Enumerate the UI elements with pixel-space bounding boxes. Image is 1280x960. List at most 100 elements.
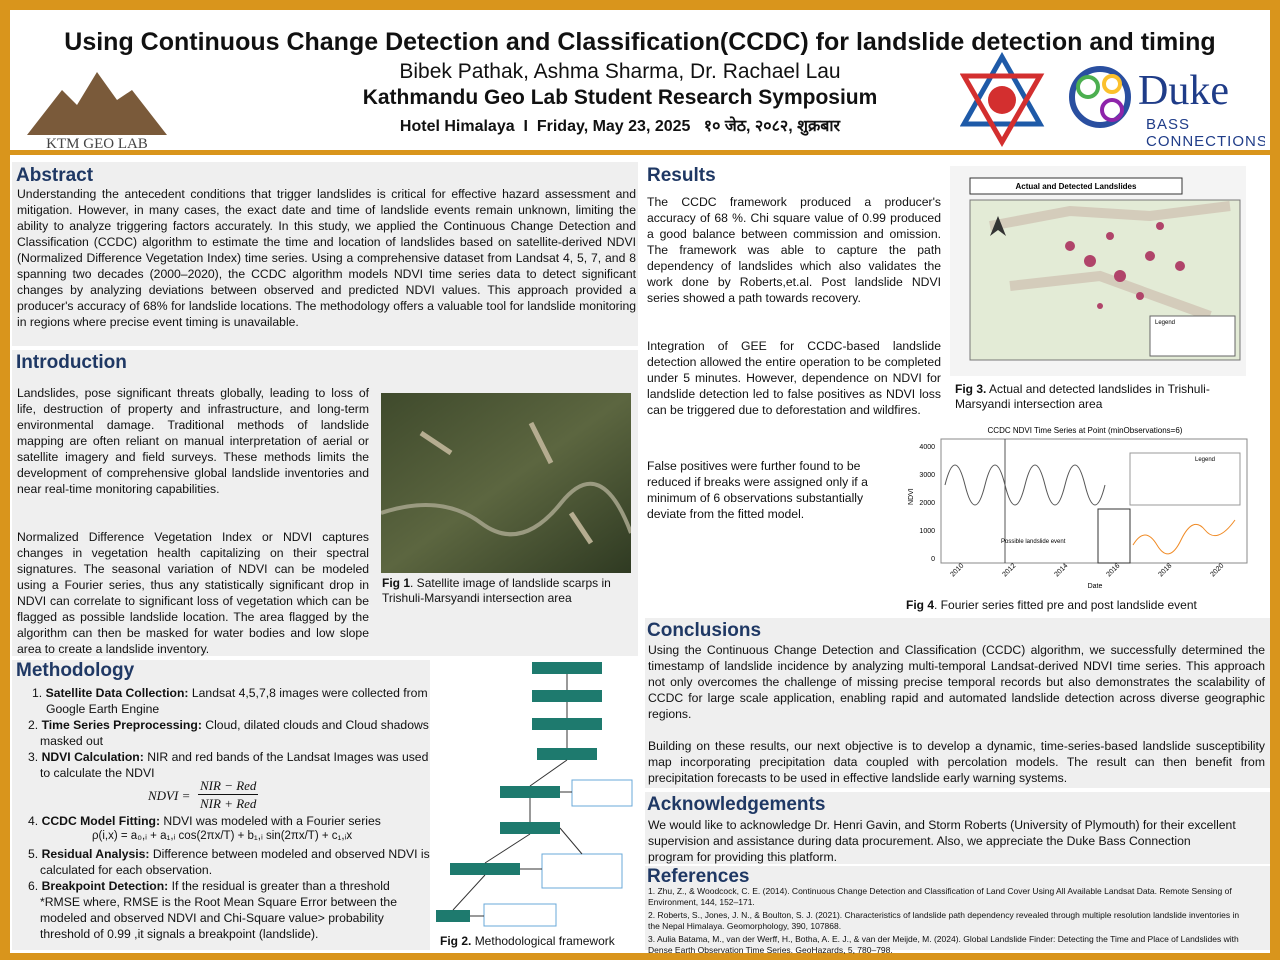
connections: CONNECTIONS (1146, 133, 1265, 150)
legend-box (1149, 315, 1236, 357)
lhs: NDVI = (148, 788, 191, 803)
box (537, 748, 597, 760)
venue-line: Hotel Himalaya I Friday, May 23, 2025 १०… (10, 114, 1270, 136)
method-item: 4. CCDC Model Fitting: NDVI was modeled … (28, 813, 433, 829)
timeseries-figure: CCDC NDVI Time Series at Point (minObser… (905, 425, 1250, 593)
method-item: 3. NDVI Calculation: NIR and red bands o… (28, 749, 433, 781)
paragraph: The CCDC framework produced a producer's… (647, 195, 941, 305)
figure-label: Fig 2. (440, 934, 472, 948)
paragraph: False positives were further found to be… (647, 459, 868, 521)
model-equation: ρ(i,x) = a₀,ᵢ + a₁,ᵢ cos(2πx/T) + b₁,ᵢ s… (92, 830, 353, 842)
note (483, 903, 557, 927)
caption-text: Methodological framework (474, 934, 615, 948)
heading: Conclusions (647, 620, 762, 641)
flowchart (436, 662, 633, 927)
heading: References (647, 866, 750, 887)
legend-box (1129, 452, 1241, 506)
text: NDVI was modeled with a Fourier series (163, 814, 381, 828)
bass: BASS (1146, 116, 1190, 133)
reference-list: 1. Zhu, Z., & Woodcock, C. E. (2014). Co… (648, 886, 1248, 958)
authors: Bibek Pathak, Ashma Sharma, Dr. Rachael … (399, 60, 841, 83)
y-tick-label: 1000 (919, 528, 935, 535)
figure-caption: Fig 1. Satellite image of landslide scar… (382, 576, 638, 606)
flow-notes (483, 779, 633, 927)
bass-icon (1102, 74, 1122, 94)
method-item: 5. Residual Analysis: Difference between… (28, 846, 433, 878)
box (500, 822, 560, 834)
event-box (1097, 508, 1131, 564)
logo-text: KTM GEO LAB (46, 136, 148, 152)
map-figure: Actual and Detected Landslides Legend (950, 166, 1246, 376)
right-logos: Duke BASS CONNECTIONS (960, 52, 1265, 150)
paragraph: Normalized Difference Vegetation Index o… (17, 530, 369, 656)
reference: 3. Aulia Batama, M., van der Werff, H., … (648, 934, 1239, 955)
caption-text: . Fourier series fitted pre and post lan… (934, 598, 1197, 612)
fit-pre (944, 464, 1106, 506)
label: Satellite Data Collection: (45, 686, 189, 700)
results-panel: Results The CCDC framework produced a pr… (645, 162, 1270, 612)
acknowledgements-panel: Acknowledgements We would like to acknow… (645, 792, 1270, 864)
method-item: 2. Time Series Preprocessing: Cloud, dil… (28, 717, 433, 749)
text: Cloud, dilated clouds and Cloud shadows … (40, 718, 429, 748)
label: NDVI Calculation: (41, 750, 144, 764)
ack-text: We would like to acknowledge Dr. Henri G… (648, 818, 1236, 864)
heading: Abstract (16, 165, 94, 186)
introduction-panel: Introduction Landslides, pose significan… (12, 350, 638, 656)
fit-post (1132, 519, 1236, 555)
legend: Legend (1155, 320, 1175, 326)
denominator: NIR + Red (200, 796, 257, 811)
method-item: 6. Breakpoint Detection: If the residual… (28, 878, 433, 942)
label: Residual Analysis: (41, 847, 150, 861)
y-tick-label: 0 (931, 556, 935, 563)
annotation: Possible landslide event (1001, 539, 1066, 545)
mountain-icon (27, 72, 167, 135)
num: 3. (28, 750, 39, 764)
header: KTM GEO LAB Using Continuous Change Dete… (10, 10, 1270, 152)
label: CCDC Model Fitting: (41, 814, 161, 828)
note (541, 853, 623, 889)
x-label: Date (1088, 583, 1103, 590)
paragraph: Building on these results, our next obje… (648, 739, 1265, 785)
date: Friday, May 23, 2025 (536, 118, 691, 135)
heading: Results (647, 165, 716, 186)
text: If the residual is greater than a thresh… (40, 879, 397, 941)
box (532, 662, 602, 674)
label: Breakpoint Detection: (41, 879, 169, 893)
legend: Legend (1195, 457, 1215, 463)
ktm-logo: KTM GEO LAB (27, 72, 167, 152)
date-nepali: १० जेठ, २०८२, शुक्रबार (703, 118, 841, 135)
north-arrow (990, 216, 1006, 236)
label: Time Series Preprocessing: (41, 718, 202, 732)
caption-text: . Satellite image of landslide scarps in… (382, 576, 611, 605)
reference: 1. Zhu, Z., & Woodcock, C. E. (2014). Co… (648, 886, 1232, 907)
methodology-panel: Methodology 1. Satellite Data Collection… (12, 660, 430, 950)
box (436, 910, 470, 922)
scarps (419, 421, 594, 545)
text: Landsat 4,5,7,8 images were collected fr… (46, 686, 428, 716)
bass-icon (1069, 66, 1131, 128)
terrain (989, 201, 1231, 321)
num: 4. (28, 814, 39, 828)
box (450, 863, 520, 875)
text: Difference between modeled and observed … (40, 847, 430, 877)
caption-text: Actual and detected landslides in Trishu… (955, 382, 1210, 411)
abstract-text: Understanding the antecedent conditions … (17, 187, 636, 329)
paragraph: Landslides, pose significant threats glo… (17, 386, 369, 496)
box (532, 718, 602, 730)
figure-caption: Fig 3. Actual and detected landslides in… (955, 382, 1255, 412)
y-label: NDVI (908, 488, 915, 505)
figure-label: Fig 4 (906, 598, 935, 612)
num: 1. (32, 686, 43, 700)
bass-icon (1100, 98, 1124, 122)
note (571, 779, 633, 807)
text: NIR and red bands of the Landsat Images … (40, 750, 429, 780)
duke: Duke (1138, 68, 1229, 114)
num: 6. (28, 879, 39, 893)
heading: Introduction (16, 352, 127, 373)
venue: Hotel Himalaya (399, 118, 515, 135)
num: 2. (28, 718, 39, 732)
bass-icon (1076, 75, 1100, 99)
satellite-image (381, 393, 631, 573)
paragraph: Using the Continuous Change Detection an… (648, 643, 1265, 721)
